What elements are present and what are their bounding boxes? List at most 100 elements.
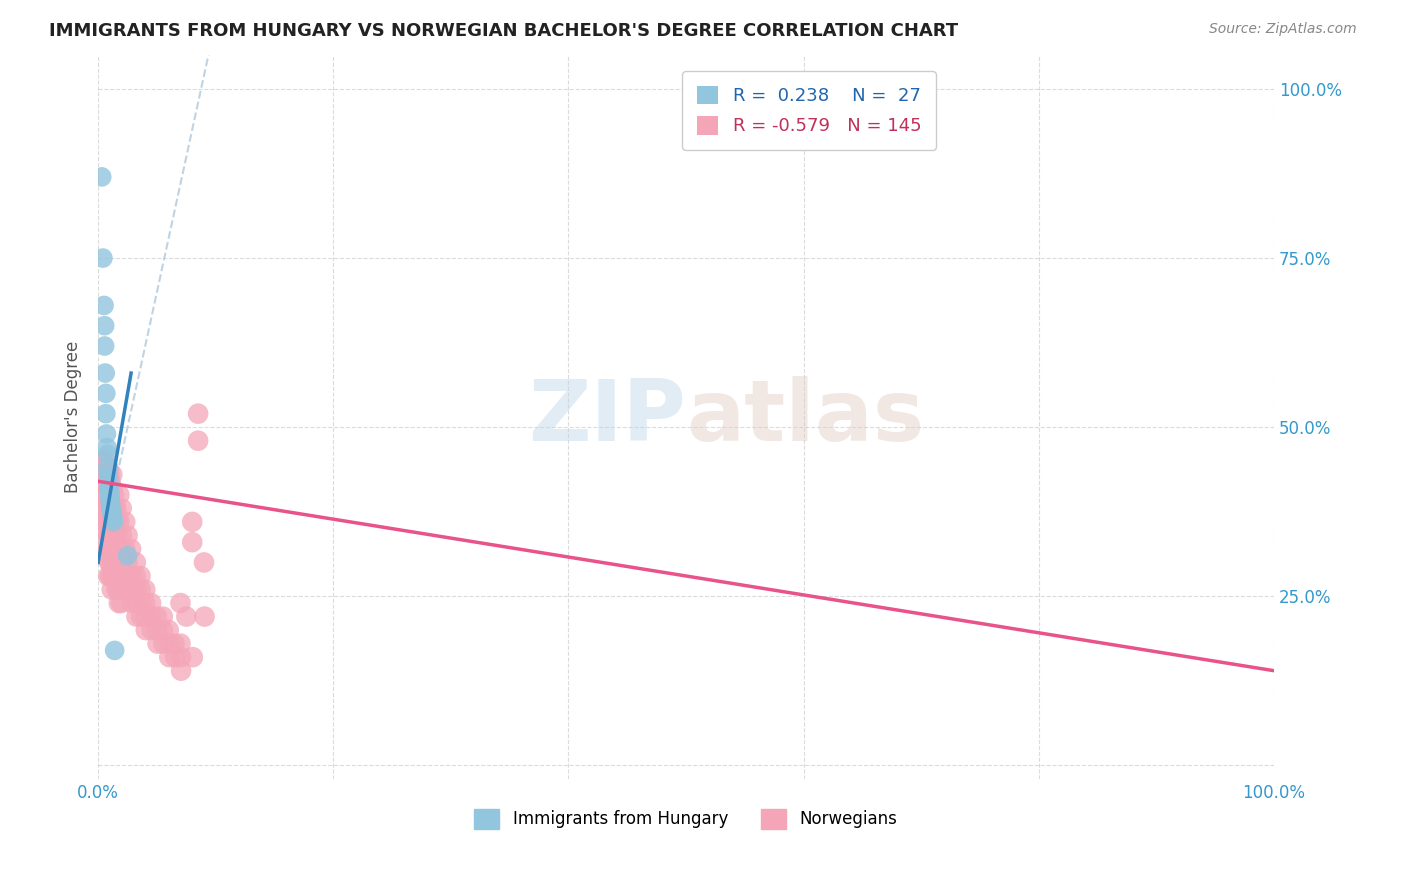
Point [135, 609, 157, 624]
Point [104, 569, 127, 583]
Point [110, 582, 132, 597]
Point [107, 569, 129, 583]
Point [121, 582, 143, 597]
Point [139, 609, 162, 624]
Point [108, 541, 131, 556]
Point [105, 501, 128, 516]
Point [152, 609, 174, 624]
Point [97, 481, 120, 495]
Point [96, 488, 118, 502]
Point [91, 501, 114, 516]
Point [134, 596, 156, 610]
Point [97, 569, 120, 583]
Point [105, 582, 128, 597]
Point [98, 556, 121, 570]
Point [94, 522, 117, 536]
Point [98, 488, 121, 502]
Point [103, 515, 125, 529]
Point [117, 556, 139, 570]
Point [157, 637, 180, 651]
Point [181, 650, 204, 665]
Point [91, 251, 114, 265]
Point [94, 501, 117, 516]
Point [97, 481, 120, 495]
Point [97, 515, 120, 529]
Point [100, 541, 122, 556]
Point [117, 549, 139, 563]
Point [101, 508, 124, 522]
Point [93, 339, 115, 353]
Point [94, 488, 117, 502]
Point [103, 569, 125, 583]
Point [125, 569, 148, 583]
Point [96, 426, 118, 441]
Point [176, 609, 198, 624]
Point [108, 556, 131, 570]
Point [129, 596, 152, 610]
Point [98, 488, 121, 502]
Point [194, 609, 217, 624]
Point [97, 541, 120, 556]
Point [97, 494, 120, 508]
Point [170, 664, 193, 678]
Point [93, 475, 115, 489]
Point [111, 556, 134, 570]
Point [100, 488, 122, 502]
Point [104, 515, 127, 529]
Point [96, 460, 118, 475]
Point [169, 637, 191, 651]
Point [90, 481, 112, 495]
Point [100, 501, 122, 516]
Point [103, 488, 125, 502]
Point [96, 441, 118, 455]
Point [129, 569, 152, 583]
Point [97, 501, 120, 516]
Point [114, 582, 136, 597]
Point [94, 515, 117, 529]
Point [105, 528, 128, 542]
Point [108, 515, 131, 529]
Point [101, 528, 124, 542]
Point [146, 637, 169, 651]
Point [101, 481, 124, 495]
Point [100, 475, 122, 489]
Point [117, 528, 139, 542]
Point [111, 501, 134, 516]
Point [98, 528, 121, 542]
Point [104, 541, 127, 556]
Point [187, 434, 209, 448]
Point [98, 484, 121, 499]
Point [98, 501, 121, 516]
Point [93, 318, 115, 333]
Point [139, 596, 162, 610]
Point [125, 596, 148, 610]
Point [152, 623, 174, 637]
Point [146, 623, 169, 637]
Y-axis label: Bachelor's Degree: Bachelor's Degree [65, 341, 82, 493]
Point [157, 623, 180, 637]
Point [98, 515, 121, 529]
Point [103, 541, 125, 556]
Point [97, 475, 120, 489]
Point [93, 467, 115, 482]
Point [114, 541, 136, 556]
Point [96, 475, 118, 489]
Point [100, 582, 122, 597]
Point [107, 582, 129, 597]
Point [121, 596, 143, 610]
Point [111, 528, 134, 542]
Point [193, 556, 215, 570]
Point [93, 467, 115, 482]
Point [97, 528, 120, 542]
Point [152, 637, 174, 651]
Point [98, 491, 121, 506]
Point [91, 454, 114, 468]
Text: atlas: atlas [686, 376, 924, 458]
Point [94, 407, 117, 421]
Point [170, 650, 193, 665]
Point [103, 556, 125, 570]
Point [105, 515, 128, 529]
Point [146, 609, 169, 624]
Point [93, 475, 115, 489]
Point [120, 569, 142, 583]
